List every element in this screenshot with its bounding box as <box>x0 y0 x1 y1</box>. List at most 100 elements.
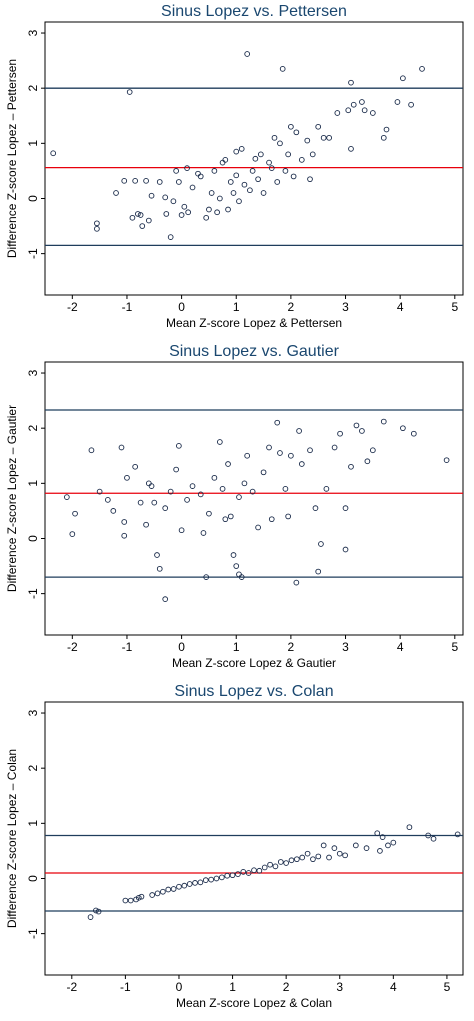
point <box>326 134 332 141</box>
point <box>379 834 386 840</box>
point <box>260 469 267 476</box>
chart-title: Sinus Lopez vs. Pettersen <box>161 3 347 20</box>
point <box>266 159 272 166</box>
point <box>165 886 172 893</box>
point <box>298 157 305 163</box>
point <box>336 850 343 857</box>
point <box>410 430 417 437</box>
point <box>348 463 354 470</box>
point <box>334 110 341 116</box>
y-axis-label: Difference Z-score Lopez – Colan <box>5 749 19 928</box>
point <box>227 513 234 520</box>
x-tick-label: 2 <box>283 980 290 994</box>
point <box>211 168 218 174</box>
point <box>176 883 182 890</box>
point <box>113 190 119 196</box>
point <box>361 107 368 114</box>
point <box>162 596 169 603</box>
point <box>213 875 220 882</box>
point <box>443 457 450 464</box>
y-tick-label: 2 <box>26 85 40 92</box>
point <box>181 203 188 210</box>
point <box>240 869 247 875</box>
point <box>345 107 352 114</box>
y-tick-label: 3 <box>26 709 40 716</box>
y-tick-label: 0 <box>26 195 40 202</box>
chart-title: Sinus Lopez vs. Gautier <box>169 343 340 360</box>
point <box>283 860 290 866</box>
point <box>307 447 313 454</box>
x-tick-label: 0 <box>176 980 183 994</box>
point <box>342 852 348 859</box>
point <box>277 859 284 865</box>
point <box>350 101 357 108</box>
point <box>118 444 125 451</box>
point <box>151 499 158 506</box>
plot-frame <box>44 21 464 296</box>
point <box>129 214 136 221</box>
point <box>244 452 251 459</box>
point <box>255 524 261 531</box>
point <box>162 505 169 512</box>
x-tick-label: 3 <box>336 980 343 994</box>
point <box>277 140 283 147</box>
point <box>331 444 338 451</box>
plot-frame <box>44 701 464 976</box>
point <box>267 861 273 868</box>
point <box>299 854 306 861</box>
point <box>145 480 152 487</box>
point <box>121 519 128 525</box>
point <box>127 897 134 904</box>
point <box>419 66 425 72</box>
point <box>178 212 185 218</box>
point <box>122 897 129 904</box>
point <box>202 877 209 883</box>
point <box>208 190 215 196</box>
point <box>230 552 237 558</box>
point <box>282 168 289 174</box>
point <box>236 198 242 205</box>
y-axis-label: Difference Z-score Lopez – Pettersen <box>5 59 19 258</box>
point <box>252 155 259 162</box>
point <box>385 842 391 849</box>
y-tick-label: 0 <box>26 875 40 882</box>
point <box>244 51 251 57</box>
point <box>104 497 111 503</box>
point <box>94 220 100 227</box>
point <box>135 894 142 901</box>
x-tick-label: -1 <box>120 980 131 994</box>
point <box>266 444 272 451</box>
point <box>342 546 349 553</box>
point <box>400 75 406 82</box>
point <box>272 863 279 870</box>
point <box>296 428 302 434</box>
point <box>132 463 139 470</box>
point <box>257 151 264 158</box>
point <box>233 148 240 155</box>
x-tick-label: -1 <box>122 640 133 654</box>
y-tick-label: 0 <box>26 535 40 542</box>
point <box>137 212 144 218</box>
point <box>268 165 275 172</box>
x-tick-label: 3 <box>342 300 349 314</box>
y-tick-label: 1 <box>26 820 40 827</box>
point <box>93 907 99 914</box>
point <box>135 211 141 217</box>
point <box>315 568 322 575</box>
point <box>323 485 330 492</box>
point <box>290 173 297 180</box>
point <box>189 184 196 191</box>
point <box>380 418 387 425</box>
point <box>394 99 401 105</box>
point <box>110 508 117 514</box>
y-tick-label: 3 <box>26 369 40 376</box>
point <box>197 879 204 886</box>
point <box>235 871 241 877</box>
point <box>352 842 359 849</box>
point <box>149 892 156 898</box>
point <box>309 151 316 158</box>
point <box>219 159 226 166</box>
point <box>326 854 332 861</box>
x-tick-label: 0 <box>178 300 185 314</box>
point <box>173 168 179 174</box>
